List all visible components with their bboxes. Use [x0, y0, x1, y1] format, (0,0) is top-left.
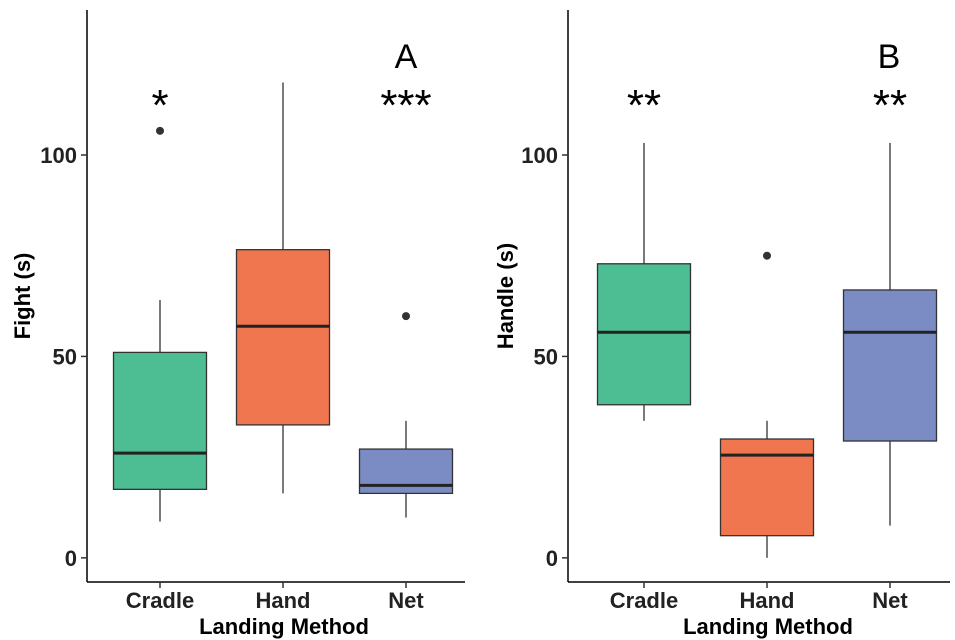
panel-b: 0 50 100 Cradle Hand Net Landing Method Handle …: [493, 10, 950, 639]
y-tick-label: 100: [40, 143, 77, 168]
panel-label: B: [878, 38, 901, 76]
box-hand: [719, 251, 815, 558]
box-body: [719, 438, 815, 537]
panel-a: 0 50 100 Cradle Hand Net Landing Method Fight (…: [10, 10, 465, 639]
x-axis-title: Landing Method: [199, 614, 369, 639]
box-cradle: *: [112, 81, 208, 522]
x-tick-label: Net: [388, 588, 424, 613]
x-tick-label: Hand: [256, 588, 311, 613]
outlier-point: [156, 126, 164, 135]
y-tick-label: 100: [521, 143, 558, 168]
outlier-point: [402, 312, 410, 321]
x-tick-label: Cradle: [610, 588, 678, 613]
box-net: ***: [358, 81, 454, 518]
x-axis-title: Landing Method: [683, 614, 853, 639]
box-cradle: **: [596, 81, 692, 421]
y-tick-label: 50: [534, 344, 558, 369]
box-body: [842, 289, 938, 442]
x-tick-label: Cradle: [126, 588, 194, 613]
significance-marker: *: [151, 81, 168, 130]
y-tick-label: 0: [65, 546, 77, 571]
box-net: **: [842, 81, 938, 526]
y-axis-title: Fight (s): [10, 253, 35, 340]
significance-marker: ***: [380, 81, 431, 130]
significance-marker: **: [627, 81, 661, 130]
y-axis-title: Handle (s): [493, 243, 518, 349]
outlier-point: [763, 251, 771, 260]
box-body: [112, 351, 208, 491]
panel-label: A: [395, 38, 418, 76]
y-tick-label: 0: [546, 546, 558, 571]
x-tick-label: Hand: [740, 588, 795, 613]
x-tick-label: Net: [872, 588, 908, 613]
box-body: [596, 263, 692, 406]
box-hand: [235, 82, 331, 494]
box-body: [235, 249, 331, 426]
y-tick-label: 50: [53, 344, 77, 369]
significance-marker: **: [873, 81, 907, 130]
